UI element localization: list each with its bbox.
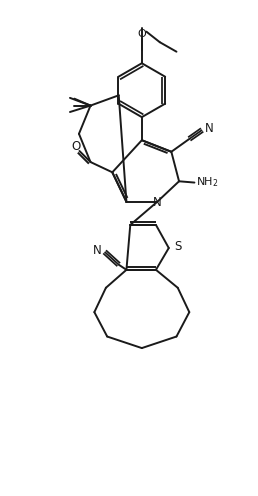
Text: NH$_2$: NH$_2$	[196, 176, 218, 189]
Text: N: N	[153, 196, 162, 209]
Text: N: N	[93, 244, 102, 257]
Text: S: S	[174, 240, 181, 253]
Text: O: O	[138, 29, 146, 39]
Text: N: N	[205, 122, 214, 135]
Text: O: O	[72, 140, 81, 153]
